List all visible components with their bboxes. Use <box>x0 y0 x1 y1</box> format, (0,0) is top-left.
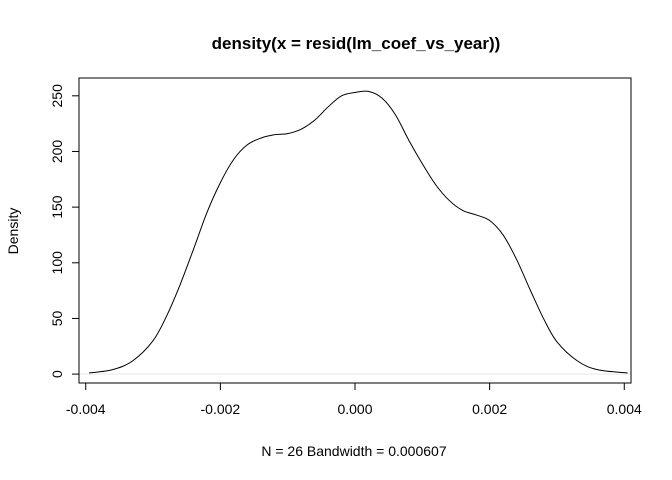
chart-title: density(x = resid(lm_coef_vs_year)) <box>212 34 501 53</box>
y-tick-label: 0 <box>49 370 65 378</box>
y-tick-label: 250 <box>49 84 65 108</box>
x-tick-label: -0.002 <box>201 401 241 417</box>
y-tick-label: 100 <box>49 251 65 275</box>
x-tick-label: 0.004 <box>607 401 642 417</box>
x-tick-label: 0.000 <box>337 401 372 417</box>
plot-frame <box>78 77 632 384</box>
x-tick-label: -0.004 <box>66 401 106 417</box>
y-tick-label: 200 <box>49 140 65 164</box>
x-axis-ticks: -0.004 -0.002 0.000 0.002 0.004 <box>66 383 642 417</box>
y-tick-label: 50 <box>49 310 65 326</box>
y-tick-label: 150 <box>49 195 65 219</box>
x-axis-label: N = 26 Bandwidth = 0.000607 <box>261 443 446 459</box>
density-curve <box>89 90 628 374</box>
x-tick-label: 0.002 <box>472 401 507 417</box>
y-axis-label: Density <box>5 208 21 255</box>
y-axis-ticks: 0 50 100 150 200 250 <box>49 84 79 378</box>
